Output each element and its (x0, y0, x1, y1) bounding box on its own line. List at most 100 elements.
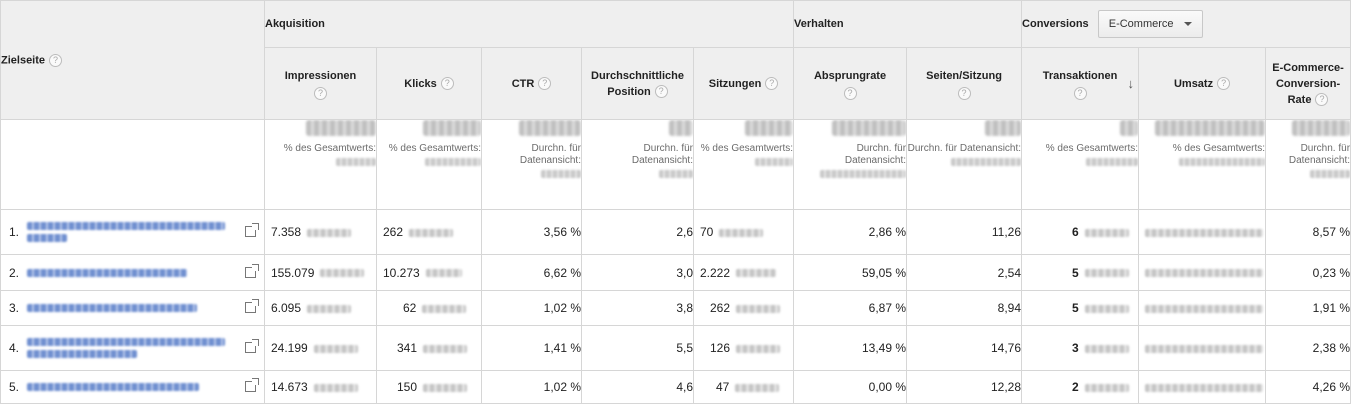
cell-pages-per-session: 12,28 (906, 370, 1023, 404)
col-header-revenue[interactable]: Umsatz? (1138, 47, 1267, 120)
comparison-redacted (423, 383, 468, 392)
comparison-redacted (1084, 228, 1129, 237)
cell-clicks: 10.273 (376, 254, 482, 291)
landing-page-cell: 4. (0, 325, 265, 371)
summary-total-redacted (1086, 158, 1138, 166)
value-ecommerce-conversion-rate: 8,57 % (1312, 225, 1351, 239)
col-header-transactions[interactable]: Transaktionen? ↓ (1021, 47, 1140, 120)
summary-ctr: Durchn. für Datenansicht: (481, 119, 582, 210)
comparison-redacted (1084, 344, 1129, 353)
landing-page-cell: 5. (0, 370, 265, 404)
value-sessions: 70 (700, 225, 714, 239)
summary-value-redacted (832, 120, 906, 136)
sort-descending-arrow-icon[interactable]: ↓ (1127, 76, 1135, 91)
col-header-sessions[interactable]: Sitzungen? (692, 47, 795, 120)
question-mark-icon[interactable]: ? (49, 53, 63, 67)
row-index: 4. (9, 341, 20, 355)
comparison-redacted (719, 228, 764, 237)
cell-avg-position: 3,0 (581, 254, 694, 291)
comparison-redacted (736, 304, 781, 313)
col-header-bounce-rate[interactable]: Absprungrate? (793, 47, 908, 120)
group-conversions: Conversions E-Commerce (1021, 0, 1352, 48)
value-ctr: 1,02 % (543, 380, 581, 394)
cell-avg-position: 2,6 (581, 209, 694, 255)
cell-avg-position: 4,6 (581, 370, 694, 404)
col-header-ecommerce-conversion-rate[interactable]: E-Commerce-Conversion-Rate? (1265, 47, 1352, 120)
col-label-transactions: Transaktionen (1042, 69, 1118, 82)
landing-page-link[interactable] (27, 268, 227, 277)
cell-bounce-rate: 6,87 % (793, 290, 908, 326)
question-mark-icon[interactable]: ? (1217, 77, 1231, 91)
cell-revenue (1138, 370, 1267, 404)
summary-sessions: % des Gesamtwerts: (692, 119, 795, 210)
conversions-dropdown[interactable]: E-Commerce (1097, 10, 1203, 38)
col-header-ctr[interactable]: CTR? (481, 47, 582, 120)
col-header-avg-position[interactable]: Durchschnittliche Position? (581, 47, 694, 120)
landing-page-link[interactable] (27, 304, 227, 312)
value-avg-position: 5,5 (676, 341, 693, 355)
col-header-impressions[interactable]: Impressionen? (264, 47, 377, 120)
landing-page-link[interactable] (27, 338, 227, 358)
table-row: 4. 24.199 341 1,41 % 5,5 126 13,49 % 14,… (0, 325, 1352, 371)
question-mark-icon[interactable]: ? (1073, 86, 1087, 100)
value-ecommerce-conversion-rate: 1,91 % (1312, 301, 1351, 315)
comparison-redacted (307, 228, 352, 237)
summary-total-redacted (541, 170, 581, 178)
question-mark-icon[interactable]: ? (440, 77, 454, 91)
comparison-redacted (320, 269, 365, 278)
summary-total-redacted (1179, 158, 1265, 166)
value-impressions: 7.358 (271, 225, 302, 239)
revenue-redacted (1145, 383, 1264, 392)
value-pages-per-session: 2,54 (997, 265, 1022, 280)
landing-page-url-redacted (27, 222, 225, 230)
landing-page-cell: 1. (0, 209, 265, 255)
col-label-pages-per-session: Seiten/Sitzung (926, 69, 1002, 82)
summary-label: % des Gesamtwerts: (283, 143, 376, 154)
open-in-new-window-icon[interactable] (245, 378, 259, 392)
summary-total-redacted (659, 170, 693, 178)
col-label-ecommerce-conversion-rate: E-Commerce-Conversion-Rate (1272, 61, 1344, 106)
col-label-bounce-rate: Absprungrate (813, 69, 887, 82)
landing-page-url-redacted (27, 338, 225, 346)
question-mark-icon[interactable]: ? (654, 85, 668, 99)
cell-revenue (1138, 325, 1267, 371)
header-column-row: Impressionen? Klicks? CTR? Durchschnittl… (1, 47, 1352, 120)
question-mark-icon[interactable]: ? (957, 86, 971, 100)
question-mark-icon[interactable]: ? (843, 86, 857, 100)
cell-ctr: 3,56 % (481, 209, 582, 255)
revenue-redacted (1145, 228, 1264, 237)
landing-page-cell: 2. (0, 254, 265, 291)
summary-value-redacted (669, 120, 693, 136)
question-mark-icon[interactable]: ? (765, 77, 779, 91)
open-in-new-window-icon[interactable] (245, 299, 259, 313)
value-pages-per-session: 8,94 (997, 301, 1022, 315)
value-sessions: 2.222 (700, 265, 731, 280)
row-index: 3. (9, 301, 20, 315)
cell-transactions: 2 (1021, 370, 1140, 404)
landing-page-link[interactable] (27, 222, 227, 242)
page-column-header[interactable]: Zielseite? (0, 0, 265, 120)
summary-label: % des Gesamtwerts: (1045, 143, 1139, 154)
open-in-new-window-icon[interactable] (245, 339, 259, 353)
value-avg-position: 3,0 (676, 265, 693, 280)
question-mark-icon[interactable]: ? (1315, 93, 1329, 107)
cell-sessions: 126 (692, 325, 795, 371)
cell-ctr: 1,41 % (481, 325, 582, 371)
summary-total-redacted (755, 158, 793, 166)
cell-pages-per-session: 14,76 (906, 325, 1023, 371)
question-mark-icon[interactable]: ? (538, 77, 552, 91)
summary-value-redacted (519, 120, 581, 136)
question-mark-icon[interactable]: ? (314, 86, 327, 100)
open-in-new-window-icon[interactable] (245, 263, 259, 278)
table-row: 2. 155.079 10.273 6,62 % 3,0 2.222 59,05… (0, 254, 1352, 291)
open-in-new-window-icon[interactable] (245, 223, 259, 237)
comparison-redacted (1084, 383, 1129, 392)
cell-ctr: 1,02 % (481, 290, 582, 326)
value-bounce-rate: 6,87 % (868, 301, 907, 315)
col-header-clicks[interactable]: Klicks? (376, 47, 482, 120)
table-row: 3. 6.095 62 1,02 % 3,8 262 6,87 % 8,94 5… (0, 290, 1352, 326)
landing-page-link[interactable] (27, 383, 227, 391)
col-header-pages-per-session[interactable]: Seiten/Sitzung? (906, 47, 1023, 120)
header-group-row: Zielseite? Akquisition Verhalten Convers… (0, 0, 1352, 120)
